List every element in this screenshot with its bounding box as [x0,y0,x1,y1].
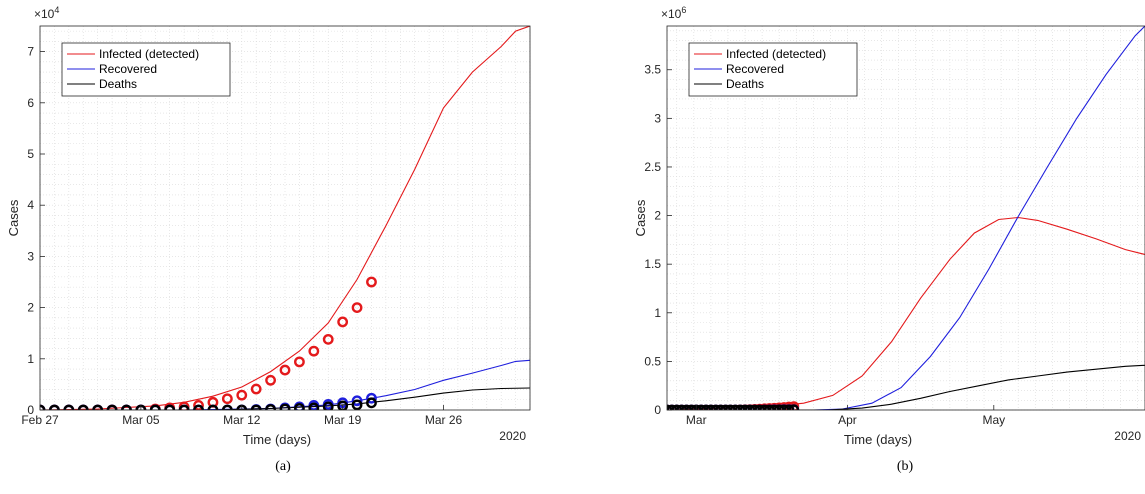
legend-label: Deaths [99,77,137,91]
y-tick-label: 0 [27,403,34,417]
y-exponent-base: ×10 [34,7,55,21]
data-point [337,316,349,328]
y-tick-label: 7 [27,45,34,59]
data-point [236,389,248,401]
y-exponent-base: ×10 [661,7,682,21]
year-label: 2020 [1114,429,1141,443]
y-exponent-label: ×106 [661,5,686,21]
chart-panel-a: Feb 27 Mar 05 Mar 12 Mar 19 Mar 26 0 1 2 3 4 5 6 7 ×1… [6,5,531,474]
y-tick-label: 6 [27,96,34,110]
axes-box [666,25,1145,411]
legend-label: Recovered [726,62,784,76]
data-point [337,400,349,410]
data-point [351,399,363,410]
data-point [366,397,377,409]
x-axis-label: Time (days) [243,432,311,447]
x-axis-label: Time (days) [844,432,912,447]
y-tick-label: 3 [654,111,661,125]
data-point [322,401,334,410]
y-tick-label: 1 [654,306,661,320]
x-tick-label: Mar 26 [425,413,463,427]
year-label: 2020 [499,429,526,443]
data-point [265,374,276,386]
y-tick-label: 2 [27,301,34,315]
data-point [322,333,334,345]
data-point [279,364,291,376]
y-tick-label: 3.5 [644,63,661,77]
legend-label: Infected (detected) [99,47,199,61]
y-tick-label: 1 [27,352,34,366]
x-tick-label: Mar 05 [122,413,160,427]
data-point [265,404,276,410]
y-tick-label: 0 [654,403,661,417]
data-point [250,383,262,395]
data-point [351,395,363,407]
axes-box [39,25,531,411]
x-tick-label: Feb 27 [21,413,59,427]
y-tick-label: 2 [654,209,661,223]
panel-caption: (a) [275,459,291,474]
x-tick-label: Apr [838,413,857,427]
data-point [308,402,320,410]
data-point [279,403,291,410]
y-tick-label: 3 [27,249,34,263]
data-point [366,276,377,288]
data-point [294,403,305,410]
y-exponent-label: ×104 [34,5,59,21]
data-point [351,302,363,313]
legend-label: Deaths [726,77,764,91]
series-line-infected-detected [667,216,1145,410]
y-tick-label: 2.5 [644,160,661,174]
y-exponent-power: 6 [681,5,686,15]
data-point [294,356,305,368]
legend-label: Infected (detected) [726,47,826,61]
y-exponent-power: 4 [54,5,59,15]
data-point [193,399,204,410]
y-axis-label: Cases [6,199,21,236]
x-tick-label: May [982,413,1005,427]
legend-label: Recovered [99,62,157,76]
y-axis-label: Cases [633,199,648,236]
x-tick-label: Mar [686,413,707,427]
x-tick-label: Mar 19 [324,413,362,427]
y-tick-label: 4 [27,198,34,212]
data-point [221,393,233,405]
y-tick-label: 0.5 [644,354,661,368]
series-line-deaths [667,364,1145,410]
data-point [308,345,320,357]
y-tick-label: 5 [27,147,34,161]
data-point [366,392,377,404]
series-line-infected-detected [40,26,530,410]
x-tick-label: Mar 12 [223,413,261,427]
y-tick-label: 1.5 [644,257,661,271]
panel-caption: (b) [897,459,914,474]
chart-panel-b: Mar Apr May 0 0.5 1 1.5 2 2.5 3 3.5 ×106 Time (days)… [633,5,1145,474]
